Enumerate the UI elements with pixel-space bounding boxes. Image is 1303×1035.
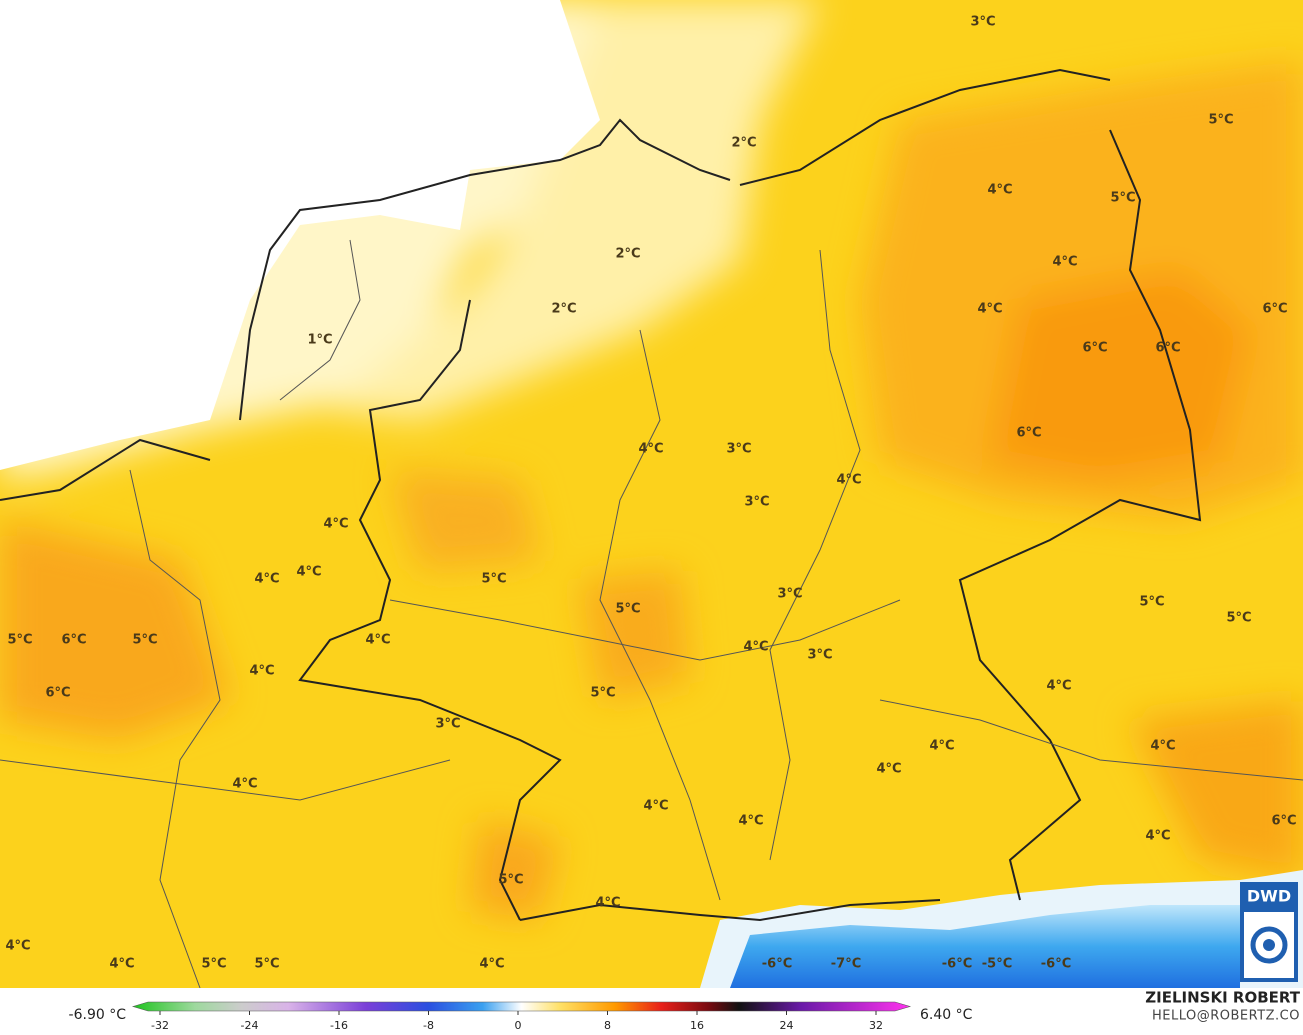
colorbar-tick-label: 32	[869, 1019, 883, 1032]
colorbar-tick-label: 16	[690, 1019, 704, 1032]
temperature-label: 6°C	[61, 633, 86, 648]
temperature-label: -5°C	[982, 957, 1012, 972]
temperature-label: 4°C	[643, 799, 668, 814]
temperature-label: -7°C	[831, 957, 861, 972]
temperature-label: 5°C	[132, 633, 157, 648]
colorbar-tick-label: 0	[515, 1019, 522, 1032]
temperature-label: 5°C	[1139, 595, 1164, 610]
temperature-label: 4°C	[1052, 255, 1077, 270]
temperature-label: 4°C	[254, 572, 279, 587]
colorbar-bar	[131, 1001, 912, 1012]
colorbar-tick-label: -24	[241, 1019, 259, 1032]
temperature-label: -6°C	[762, 957, 792, 972]
credit-contact: HELLO@ROBERTZ.CO	[1152, 1009, 1300, 1024]
temperature-label: 4°C	[5, 939, 30, 954]
temperature-label: 4°C	[743, 640, 768, 655]
temperature-label: 5°C	[254, 957, 279, 972]
temperature-label: 4°C	[977, 302, 1002, 317]
colorbar-tick-label: -16	[330, 1019, 348, 1032]
map-background	[0, 0, 1303, 989]
temperature-label: 5°C	[481, 572, 506, 587]
colorbar-tick-label: 8	[604, 1019, 611, 1032]
temperature-label: 4°C	[109, 957, 134, 972]
credit-author: ZIELINSKI ROBERT	[1145, 989, 1300, 1007]
temperature-label: 4°C	[595, 896, 620, 911]
temperature-label: 6°C	[1155, 341, 1180, 356]
temperature-label: 4°C	[232, 777, 257, 792]
temperature-label: 5°C	[1208, 113, 1233, 128]
temperature-label: 4°C	[987, 183, 1012, 198]
footer	[0, 988, 1303, 1035]
max-label: 6.40 °C	[920, 1007, 973, 1023]
temperature-label: 5°C	[201, 957, 226, 972]
temperature-label: 4°C	[836, 473, 861, 488]
temperature-label: 6°C	[1016, 426, 1041, 441]
logo-swirl	[1250, 926, 1288, 964]
temperature-label: 4°C	[249, 664, 274, 679]
colorbar: -6.90 °C 6.40 °C -32 -24 -16 -8 0 8 16 24 32	[69, 1001, 973, 1032]
temperature-labels: 3°C 5°C 2°C 4°C 5°C 2°C 4°C 2°C 4°C 6°C 1°C 6°C 6°C 6…	[5, 15, 1296, 972]
temperature-label: 4°C	[365, 633, 390, 648]
temperature-label: 4°C	[929, 739, 954, 754]
temperature-label: 4°C	[738, 814, 763, 829]
temperature-label: 4°C	[1150, 739, 1175, 754]
temperature-label: 2°C	[615, 247, 640, 262]
temperature-label: 5°C	[615, 602, 640, 617]
temperature-label: 4°C	[479, 957, 504, 972]
temperature-label: 1°C	[307, 333, 332, 348]
temperature-label: 6°C	[45, 686, 70, 701]
colorbar-tick-label: -8	[423, 1019, 434, 1032]
temperature-label: 4°C	[638, 442, 663, 457]
temperature-label: 2°C	[731, 136, 756, 151]
colorbar-tick-label: -32	[151, 1019, 169, 1032]
temperature-label: 3°C	[726, 442, 751, 457]
dwd-logo: DWD	[1240, 882, 1298, 982]
temperature-label: 6°C	[1082, 341, 1107, 356]
min-label: -6.90 °C	[69, 1007, 127, 1023]
temperature-label: 5°C	[590, 686, 615, 701]
temperature-label: 3°C	[970, 15, 995, 30]
temperature-label: 6°C	[1262, 302, 1287, 317]
temperature-label: 5°C	[498, 873, 523, 888]
logo-text: DWD	[1247, 887, 1291, 906]
temperature-label: 4°C	[1145, 829, 1170, 844]
temperature-label: 4°C	[296, 565, 321, 580]
temperature-label: 3°C	[777, 587, 802, 602]
temperature-label: 2°C	[551, 302, 576, 317]
temperature-label: 3°C	[744, 495, 769, 510]
temperature-label: 6°C	[1271, 814, 1296, 829]
temperature-label: 3°C	[807, 648, 832, 663]
temperature-label: 5°C	[7, 633, 32, 648]
temperature-label: 5°C	[1226, 611, 1251, 626]
temperature-label: -6°C	[1041, 957, 1071, 972]
logo-core	[1263, 939, 1275, 951]
temperature-label: 4°C	[876, 762, 901, 777]
temperature-label: 5°C	[1110, 191, 1135, 206]
temperature-label: -6°C	[942, 957, 972, 972]
temperature-label: 4°C	[1046, 679, 1071, 694]
temperature-label: 4°C	[323, 517, 348, 532]
temperature-label: 3°C	[435, 717, 460, 732]
colorbar-tick-label: 24	[780, 1019, 794, 1032]
